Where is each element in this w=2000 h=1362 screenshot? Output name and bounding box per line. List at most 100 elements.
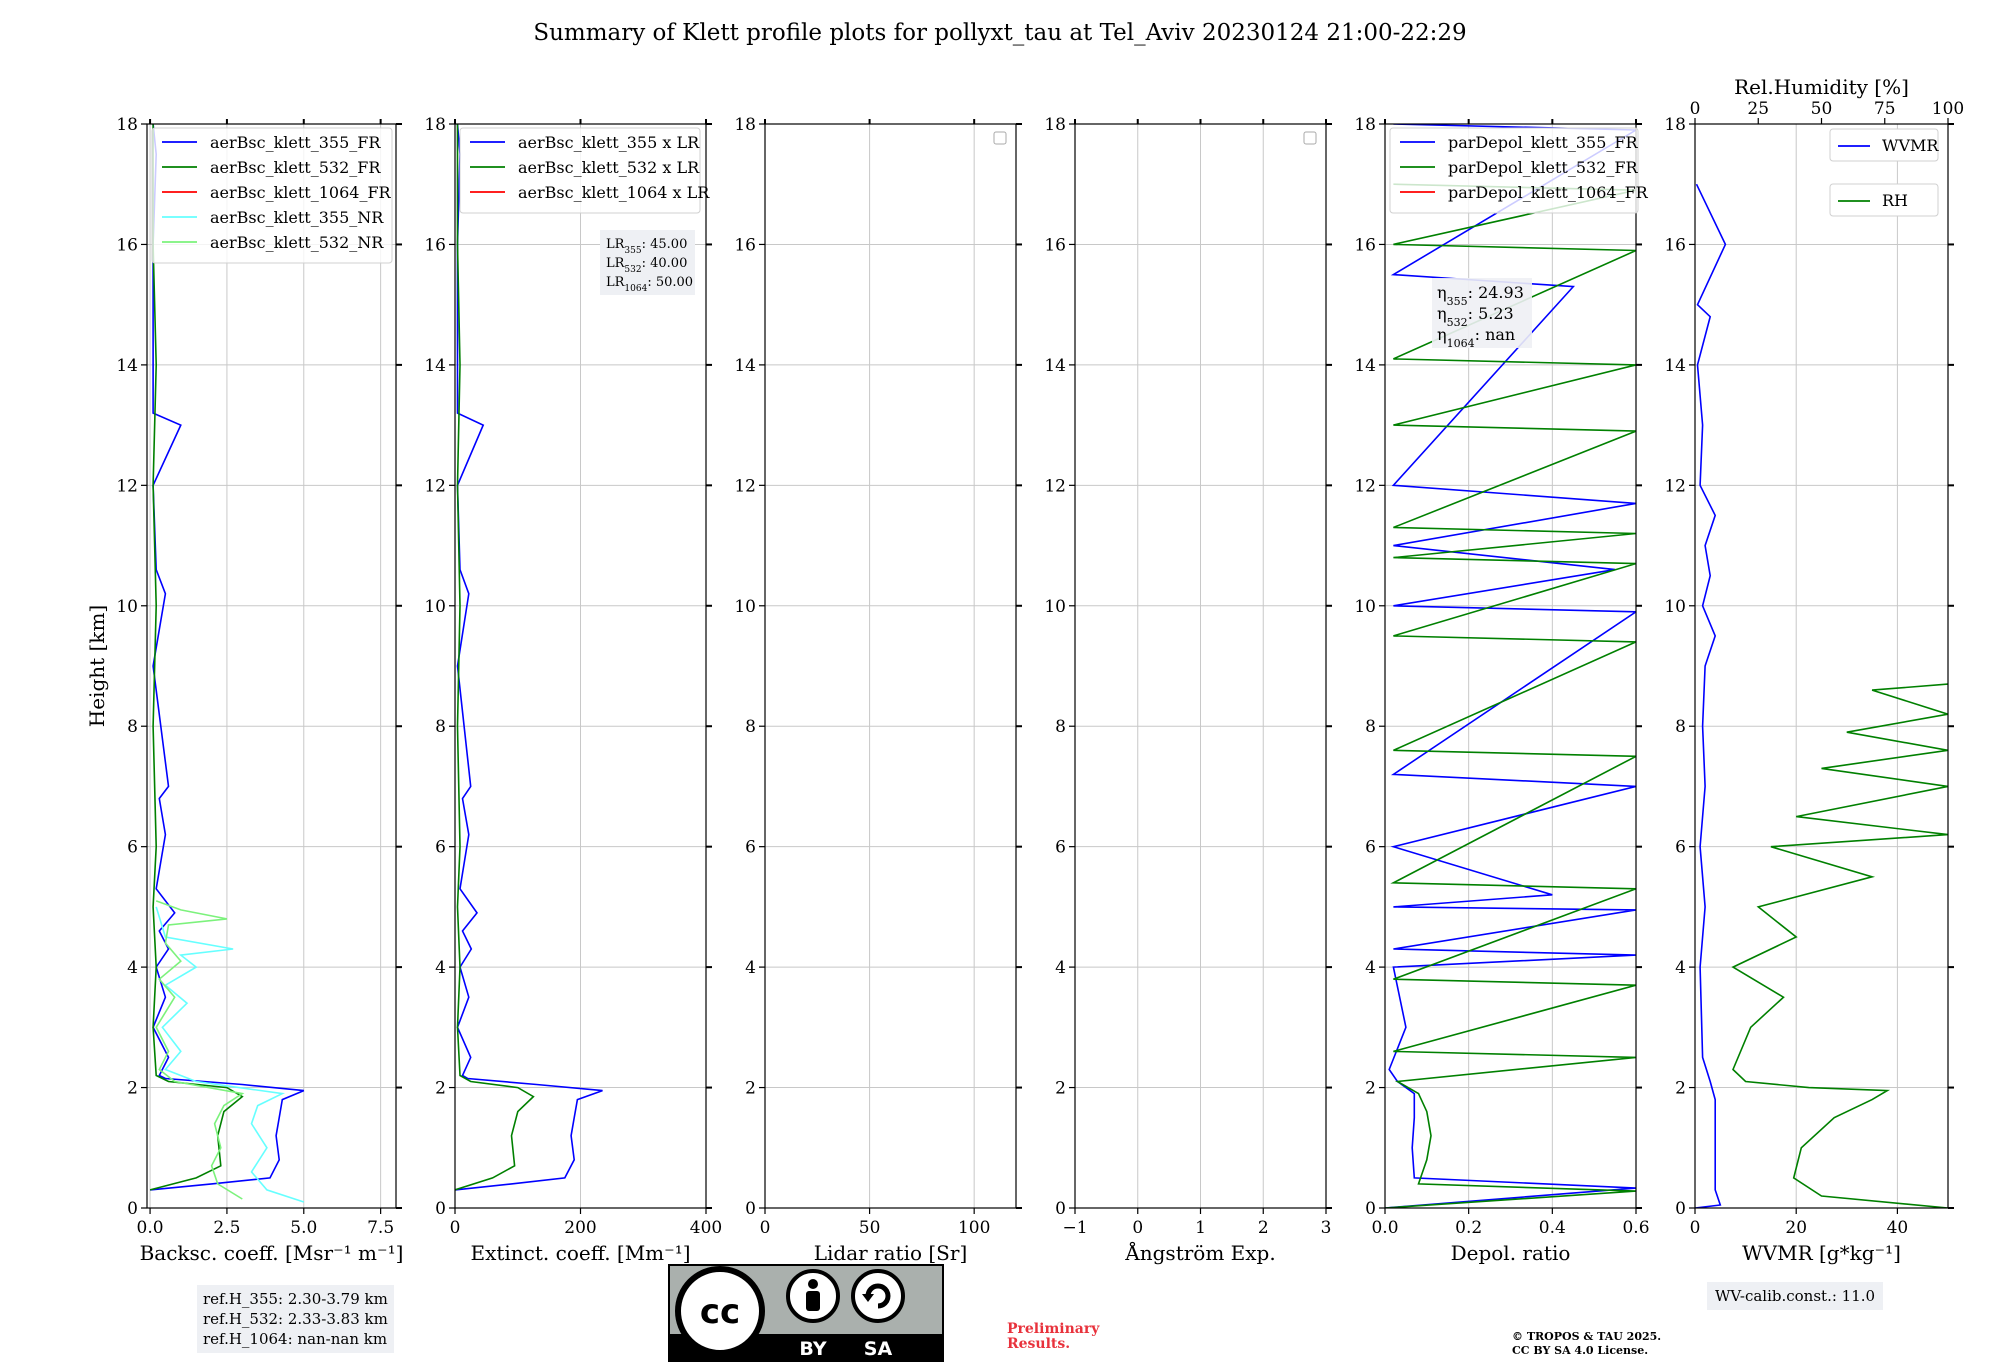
y-tick-label: 10 xyxy=(424,597,446,617)
share-alike-arrow xyxy=(862,1294,874,1302)
y-tick-label: 2 xyxy=(1365,1079,1376,1099)
y-tick-label: 12 xyxy=(1044,476,1066,496)
y-tick-label: 4 xyxy=(745,958,756,978)
legend-frame xyxy=(151,127,393,264)
cc-by-label: BY xyxy=(799,1338,826,1360)
empty-legend-box xyxy=(1303,131,1317,145)
legend-bsc: aerBsc_klett_355_FR aerBsc_klett_532_FRae… xyxy=(151,127,393,264)
y-tick-label: 8 xyxy=(745,717,756,737)
wv-calibration-box: WV-calib.const.: 11.0 xyxy=(1707,1282,1884,1310)
x-tick-label: 0.6 xyxy=(1622,1218,1649,1238)
y-tick-label: 16 xyxy=(734,235,756,255)
y-tick-label: 0 xyxy=(1055,1199,1066,1219)
series-line-dep-1 xyxy=(1385,183,1636,1208)
eta-value-0: η355: 24.93 xyxy=(1437,283,1524,308)
y-tick-label: 4 xyxy=(1055,958,1066,978)
y-tick-label: 8 xyxy=(127,717,138,737)
legend-entry: aerBsc_klett_1064_FR xyxy=(210,183,392,202)
y-tick-label: 14 xyxy=(1354,356,1376,376)
x-tick-label: 50 xyxy=(859,1218,881,1238)
y-tick-label: 6 xyxy=(127,838,138,858)
y-tick-label: 0 xyxy=(745,1199,756,1219)
y-tick-label: 12 xyxy=(734,476,756,496)
x-tick-label: 0.0 xyxy=(137,1218,164,1238)
annotation-box xyxy=(1432,278,1532,348)
x-tick-label: 0 xyxy=(450,1218,461,1238)
y-tick-label: 16 xyxy=(116,235,138,255)
x-axis-label: Backsc. coeff. [Msr⁻¹ m⁻¹] xyxy=(140,1241,404,1265)
y-tick-label: 12 xyxy=(116,476,138,496)
legend-entry: RH xyxy=(1882,191,1908,210)
legend-frame xyxy=(1829,128,1939,162)
y-tick-label: 2 xyxy=(745,1079,756,1099)
y-tick-label: 0 xyxy=(1675,1199,1686,1219)
copyright-line: © TROPOS & TAU 2025. xyxy=(1512,1330,1662,1343)
cc-sa-label: SA xyxy=(864,1338,893,1360)
x-axis-label: Depol. ratio xyxy=(1451,1241,1571,1265)
x-tick-label: −1 xyxy=(1062,1218,1087,1238)
legend-entry: aerBsc_klett_355_FR xyxy=(210,133,381,152)
y-tick-label: 8 xyxy=(1365,717,1376,737)
y-tick-label: 4 xyxy=(127,958,138,978)
x-tick-label: 40 xyxy=(1887,1218,1909,1238)
x-tick-label: 0.0 xyxy=(1371,1218,1398,1238)
y-tick-label: 6 xyxy=(1365,838,1376,858)
ref-height-355: ref.H_355: 2.30-3.79 km xyxy=(203,1290,388,1308)
y-tick-label: 12 xyxy=(424,476,446,496)
y-tick-label: 0 xyxy=(1365,1199,1376,1219)
y-tick-label: 12 xyxy=(1354,476,1376,496)
x-tick-label: 3 xyxy=(1321,1218,1332,1238)
y-tick-label: 14 xyxy=(1044,356,1066,376)
y-tick-label: 18 xyxy=(424,115,446,135)
legend-entry: aerBsc_klett_532_NR xyxy=(210,233,384,252)
cc-by-sa-logo: cc BY SA xyxy=(668,1264,944,1362)
y-tick-label: 14 xyxy=(734,356,756,376)
y-tick-label: 18 xyxy=(116,115,138,135)
y-tick-label: 4 xyxy=(1365,958,1376,978)
y-tick-label: 6 xyxy=(1055,838,1066,858)
series-line-wv-0 xyxy=(1695,183,1727,1208)
x-tick-label: 7.5 xyxy=(367,1218,394,1238)
legend-entry: aerBsc_klett_355 x LR xyxy=(518,133,700,152)
y-tick-label: 4 xyxy=(435,958,446,978)
panel-bsc: 0 2 4 6 8 10 12 14 16 18 0.0 2.5 5.0 7.5 Backsc. coeff… xyxy=(116,115,403,1265)
y-tick-label: 6 xyxy=(435,838,446,858)
legend-entry: aerBsc_klett_532 x LR xyxy=(518,158,700,177)
person-head-shape xyxy=(808,1279,818,1289)
y-tick-label: 10 xyxy=(734,597,756,617)
results-line: Results. xyxy=(1007,1336,1071,1352)
x-tick-label: 1 xyxy=(1195,1218,1206,1238)
x2-tick-label: 75 xyxy=(1874,99,1896,119)
legend-entry: aerBsc_klett_355_NR xyxy=(210,208,384,227)
y-tick-label: 14 xyxy=(424,356,446,376)
legend-wv-0: WVMR xyxy=(1829,128,1939,162)
legend-entry: parDepol_klett_532_FR xyxy=(1448,158,1639,177)
license-line: CC BY SA 4.0 License. xyxy=(1512,1344,1649,1357)
y-tick-label: 18 xyxy=(734,115,756,135)
panel-lr: 0 2 4 6 8 10 12 14 16 18 0 50 100 Lidar ratio [Sr] xyxy=(734,115,1022,1265)
share-alike-icon xyxy=(851,1269,905,1323)
ref-height-1064: ref.H_1064: nan-nan km xyxy=(203,1330,388,1348)
legend-dep: parDepol_klett_355_FR parDepol_klett_532_… xyxy=(1389,127,1649,214)
legend-wv-1: RH xyxy=(1829,183,1939,217)
panel-frame xyxy=(1694,123,1949,1209)
y-tick-label: 8 xyxy=(1675,717,1686,737)
legend-entry: WVMR xyxy=(1882,136,1939,155)
legend-entry: aerBsc_klett_1064 x LR xyxy=(518,183,710,202)
empty-legend-box xyxy=(993,131,1007,145)
legend-frame xyxy=(1829,183,1939,217)
legend-frame xyxy=(459,127,701,214)
y-tick-label: 6 xyxy=(1675,838,1686,858)
y-tick-label: 8 xyxy=(435,717,446,737)
x-tick-label: 0 xyxy=(1690,1218,1701,1238)
y-tick-label: 10 xyxy=(1664,597,1686,617)
y-tick-label: 8 xyxy=(1055,717,1066,737)
panel-frame xyxy=(1384,123,1637,1209)
preliminary-line: Preliminary xyxy=(1007,1321,1100,1337)
y-tick-label: 14 xyxy=(116,356,138,376)
legend-frame xyxy=(1389,127,1639,214)
y-tick-label: 6 xyxy=(745,838,756,858)
y-tick-label: 16 xyxy=(424,235,446,255)
